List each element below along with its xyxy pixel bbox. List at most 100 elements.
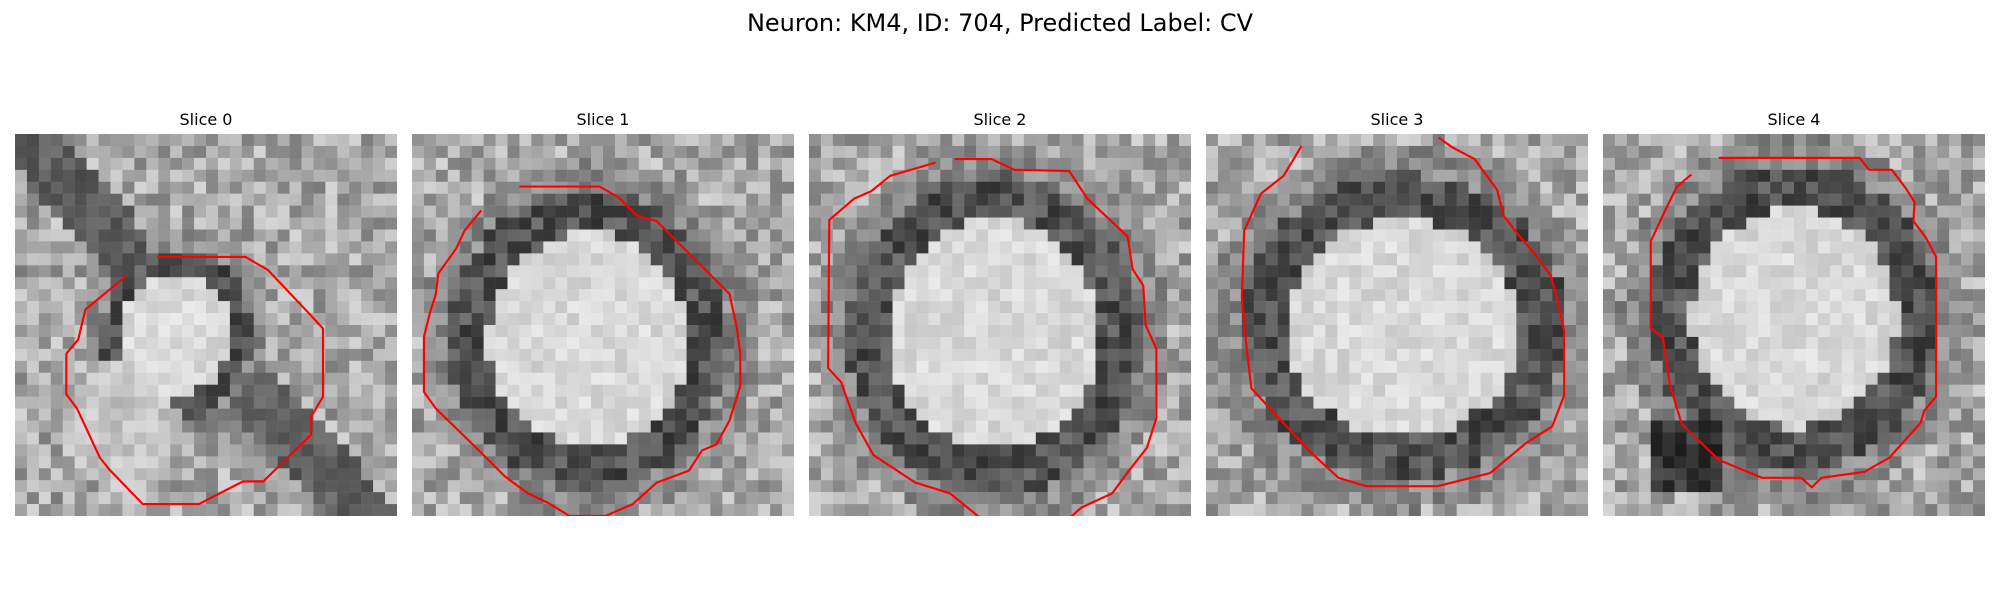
pixel-cell xyxy=(63,146,75,158)
pixel-cell xyxy=(230,158,242,170)
pixel-cell xyxy=(15,421,27,433)
pixel-cell xyxy=(158,158,170,170)
pixel-cell xyxy=(1734,432,1746,444)
pixel-cell xyxy=(1107,421,1119,433)
pixel-cell xyxy=(1409,158,1421,170)
pixel-cell xyxy=(1710,194,1722,206)
pixel-cell xyxy=(170,146,182,158)
pixel-cell xyxy=(1266,492,1278,504)
pixel-cell xyxy=(1349,373,1361,385)
pixel-cell xyxy=(1313,265,1325,277)
pixel-cell xyxy=(1000,265,1012,277)
pixel-cell xyxy=(75,349,87,361)
pixel-cell xyxy=(218,194,230,206)
pixel-cell xyxy=(27,241,39,253)
pixel-cell xyxy=(809,397,821,409)
pixel-cell xyxy=(218,134,230,146)
pixel-cell xyxy=(337,134,349,146)
pixel-cell xyxy=(1687,385,1699,397)
pixel-cell xyxy=(412,444,424,456)
pixel-cell xyxy=(230,301,242,313)
pixel-cell xyxy=(1409,170,1421,182)
pixel-cell xyxy=(1397,385,1409,397)
pixel-cell xyxy=(1397,313,1409,325)
pixel-cell xyxy=(349,289,361,301)
pixel-cell xyxy=(1651,456,1663,468)
pixel-cell xyxy=(1973,146,1985,158)
pixel-cell xyxy=(1540,444,1552,456)
pixel-cell xyxy=(1516,194,1528,206)
pixel-cell xyxy=(385,170,397,182)
pixel-cell xyxy=(1603,241,1615,253)
pixel-cell xyxy=(1290,194,1302,206)
pixel-cell xyxy=(916,241,928,253)
pixel-cell xyxy=(1349,194,1361,206)
pixel-cell xyxy=(1973,373,1985,385)
pixel-cell xyxy=(1445,265,1457,277)
pixel-cell xyxy=(496,170,508,182)
pixel-cell xyxy=(758,492,770,504)
pixel-cell xyxy=(821,504,833,516)
pixel-cell xyxy=(845,468,857,480)
pixel-cell xyxy=(782,432,794,444)
pixel-cell xyxy=(218,182,230,194)
pixel-cell xyxy=(1397,349,1409,361)
pixel-cell xyxy=(460,182,472,194)
pixel-cell xyxy=(1302,194,1314,206)
pixel-cell xyxy=(543,182,555,194)
pixel-cell xyxy=(325,432,337,444)
pixel-cell xyxy=(1806,218,1818,230)
pixel-cell xyxy=(758,480,770,492)
pixel-cell xyxy=(1639,253,1651,265)
pixel-cell xyxy=(1457,456,1469,468)
pixel-cell xyxy=(27,158,39,170)
pixel-cell xyxy=(27,421,39,433)
pixel-cell xyxy=(266,158,278,170)
pixel-cell xyxy=(1218,421,1230,433)
pixel-cell xyxy=(1615,218,1627,230)
pixel-cell xyxy=(1206,409,1218,421)
pixel-cell xyxy=(1758,289,1770,301)
pixel-cell xyxy=(508,444,520,456)
pixel-cell xyxy=(1397,373,1409,385)
pixel-cell xyxy=(1313,241,1325,253)
pixel-cell xyxy=(758,265,770,277)
pixel-cell xyxy=(290,277,302,289)
pixel-cell xyxy=(1445,182,1457,194)
pixel-cell xyxy=(567,373,579,385)
pixel-cell xyxy=(1758,253,1770,265)
pixel-cell xyxy=(591,253,603,265)
pixel-cell xyxy=(746,409,758,421)
pixel-cell xyxy=(1000,218,1012,230)
pixel-cell xyxy=(242,373,254,385)
pixel-cell xyxy=(663,289,675,301)
pixel-cell xyxy=(1084,373,1096,385)
pixel-cell xyxy=(1072,409,1084,421)
pixel-cell xyxy=(1552,253,1564,265)
pixel-cell xyxy=(1313,444,1325,456)
pixel-cell xyxy=(460,253,472,265)
pixel-cell xyxy=(1806,253,1818,265)
pixel-cell xyxy=(1060,504,1072,516)
pixel-cell xyxy=(1036,230,1048,242)
pixel-cell xyxy=(627,241,639,253)
pixel-cell xyxy=(782,265,794,277)
pixel-cell xyxy=(1794,349,1806,361)
pixel-cell xyxy=(579,468,591,480)
pixel-cell xyxy=(1639,313,1651,325)
pixel-cell xyxy=(412,230,424,242)
pixel-cell xyxy=(1024,158,1036,170)
pixel-cell xyxy=(1131,432,1143,444)
pixel-cell xyxy=(1290,265,1302,277)
pixel-cell xyxy=(1290,170,1302,182)
pixel-cell xyxy=(1084,325,1096,337)
pixel-cell xyxy=(349,349,361,361)
pixel-cell xyxy=(1302,265,1314,277)
pixel-cell xyxy=(1012,301,1024,313)
pixel-cell xyxy=(1084,397,1096,409)
pixel-cell xyxy=(1890,432,1902,444)
pixel-cell xyxy=(1024,480,1036,492)
pixel-cell xyxy=(313,241,325,253)
pixel-cell xyxy=(1048,134,1060,146)
pixel-cell xyxy=(1048,182,1060,194)
